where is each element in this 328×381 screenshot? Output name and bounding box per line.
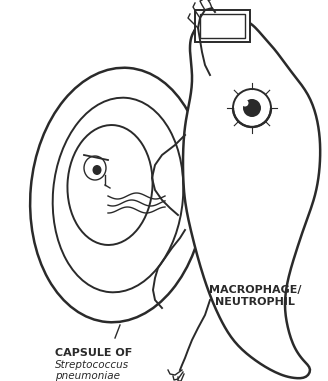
FancyBboxPatch shape (195, 10, 250, 42)
Text: Streptococcus: Streptococcus (55, 360, 129, 370)
Polygon shape (183, 18, 320, 378)
Text: MACROPHAGE/: MACROPHAGE/ (209, 285, 301, 295)
Ellipse shape (233, 89, 271, 127)
Ellipse shape (68, 125, 153, 245)
Ellipse shape (241, 99, 249, 107)
Text: pneumoniae: pneumoniae (55, 371, 120, 381)
Text: CAPSULE OF: CAPSULE OF (55, 348, 132, 358)
Ellipse shape (243, 99, 261, 117)
Ellipse shape (30, 68, 206, 322)
Ellipse shape (92, 165, 101, 175)
Ellipse shape (53, 98, 183, 292)
Ellipse shape (84, 156, 106, 180)
Text: NEUTROPHIL: NEUTROPHIL (215, 297, 295, 307)
